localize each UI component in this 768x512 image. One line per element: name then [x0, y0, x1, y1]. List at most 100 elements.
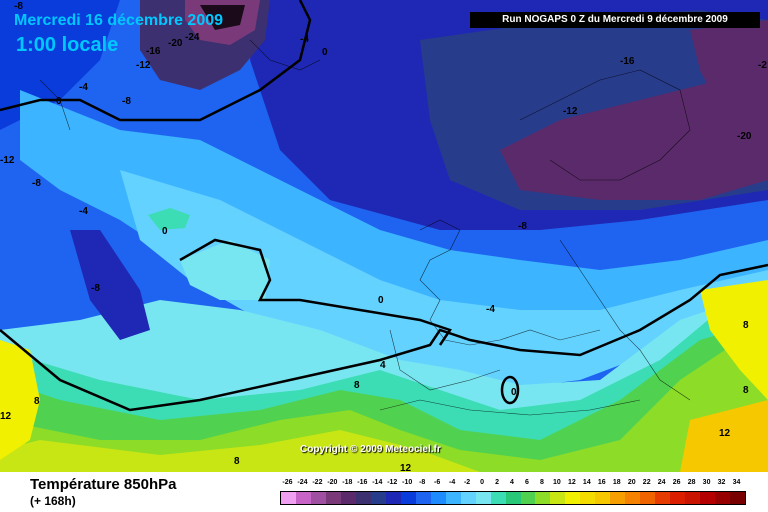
legend-swatch [550, 492, 566, 504]
legend-swatch [640, 492, 656, 504]
legend-tick-label: -6 [434, 479, 441, 486]
zone-atl-warm [180, 240, 270, 300]
legend-tick-label: 26 [672, 479, 681, 486]
isotherm-0-loop [179, 238, 452, 346]
zone-m2-atlantic [120, 170, 768, 390]
contour-label: 8 [354, 380, 360, 391]
legend-swatch [655, 492, 671, 504]
legend-tick-label: 16 [597, 479, 606, 486]
contour-label: 0 [162, 226, 168, 237]
legend-swatch [610, 492, 626, 504]
contour-label: -4 [79, 82, 88, 93]
contour-label: 0 [56, 96, 62, 107]
contour-label: 8 [234, 456, 240, 467]
legend-swatch [700, 492, 716, 504]
contour-label: 8 [34, 396, 40, 407]
legend-swatch [385, 492, 401, 504]
contour-label: -4 [486, 304, 495, 315]
legend-tick-label: 18 [612, 479, 621, 486]
legend-tick-label: -24 [297, 479, 308, 486]
legend-tick-label: -26 [282, 479, 293, 486]
legend-swatch [415, 492, 431, 504]
legend-tick-label: 28 [687, 479, 696, 486]
contour-label: -4 [79, 206, 88, 217]
legend-tick-label: 34 [732, 479, 741, 486]
model-run-banner: Run NOGAPS 0 Z du Mercredi 9 décembre 20… [470, 12, 760, 28]
legend-tick-label: -22 [312, 479, 323, 486]
contour-label: -8 [32, 178, 41, 189]
contour-labels: -8 -16 -20 -24 -12 -4 0 -8 0 -4 -12 -8 -… [0, 1, 767, 472]
copyright-notice: Copyright © 2009 Meteociel.fr [300, 444, 441, 455]
legend-tick-label: -20 [327, 479, 338, 486]
legend-swatch [295, 492, 311, 504]
contour-label: -4 [300, 34, 309, 45]
contour-label: 12 [0, 411, 12, 422]
zone-m20-north [690, 20, 768, 110]
zone-12-se [700, 280, 768, 400]
legend-tick-label: 10 [552, 479, 561, 486]
contour-label: -24 [185, 32, 200, 43]
contour-label: -12 [136, 60, 151, 71]
contour-label: -2 [758, 60, 767, 71]
legend-swatch [565, 492, 581, 504]
legend-tick-label: 20 [627, 479, 636, 486]
legend-swatch [535, 492, 551, 504]
legend-tick-label: -2 [463, 479, 471, 486]
zone-10 [0, 430, 480, 472]
legend-tick-label: 24 [657, 479, 666, 486]
isotherm-0-islet [500, 375, 520, 405]
contour-label: 4 [380, 360, 386, 371]
zone-m8-atlantic [70, 230, 150, 340]
contour-label: 8 [743, 385, 749, 396]
contour-label: 8 [743, 320, 749, 331]
legend-swatch [505, 492, 521, 504]
legend-swatch [715, 492, 731, 504]
legend-tick-label: -18 [342, 479, 353, 486]
legend-swatch [460, 492, 476, 504]
zone-m20 [500, 70, 768, 200]
zone-m4-atlantic [20, 90, 768, 380]
zone-6 [0, 320, 768, 472]
lead-time: (+ 168h) [30, 494, 76, 508]
zone-iceland [148, 208, 190, 230]
contour-label: -12 [563, 106, 578, 117]
legend-swatch [355, 492, 371, 504]
legend-swatch [340, 492, 356, 504]
legend-swatch [730, 492, 746, 504]
legend-swatch [445, 492, 461, 504]
legend-swatch [281, 492, 296, 504]
legend-tick-label: 32 [717, 479, 726, 486]
legend-swatch [625, 492, 641, 504]
legend-swatch [520, 492, 536, 504]
isotherm-0-north [0, 0, 312, 122]
legend-tick-label: 12 [567, 479, 576, 486]
forecast-date: Mercredi 16 décembre 2009 [14, 12, 224, 29]
contour-label: -20 [168, 38, 183, 49]
contour-label: -8 [14, 1, 23, 12]
zone-14-se [680, 400, 768, 472]
legend-swatch [430, 492, 446, 504]
legend-swatch [595, 492, 611, 504]
legend-tick-labels: -26 -24 -22 -20 -18 -16 -14 -12 -10 -8 -6 -4 -2 0 2 4 6 8… [280, 479, 744, 489]
contour-label: -8 [91, 283, 100, 294]
contour-label: 12 [719, 428, 731, 439]
contour-label: 12 [400, 463, 412, 472]
legend-swatch [325, 492, 341, 504]
legend-tick-label: 14 [582, 479, 591, 486]
legend-swatch [310, 492, 326, 504]
legend-tick-label: -8 [419, 479, 426, 486]
forecast-time: 1:00 locale [16, 34, 119, 56]
contour-label: -16 [620, 56, 635, 67]
legend-tick-label: -16 [357, 479, 368, 486]
legend-swatch [490, 492, 506, 504]
legend-tick-label: 6 [525, 479, 529, 486]
legend-tick-label: 22 [642, 479, 651, 486]
parameter-title: Température 850hPa [30, 476, 177, 493]
legend-swatch [685, 492, 701, 504]
isotherm-0 [0, 263, 768, 412]
legend-swatch [670, 492, 686, 504]
color-scale [280, 491, 746, 505]
legend-tick-label: -4 [449, 479, 456, 486]
legend-swatch [580, 492, 596, 504]
